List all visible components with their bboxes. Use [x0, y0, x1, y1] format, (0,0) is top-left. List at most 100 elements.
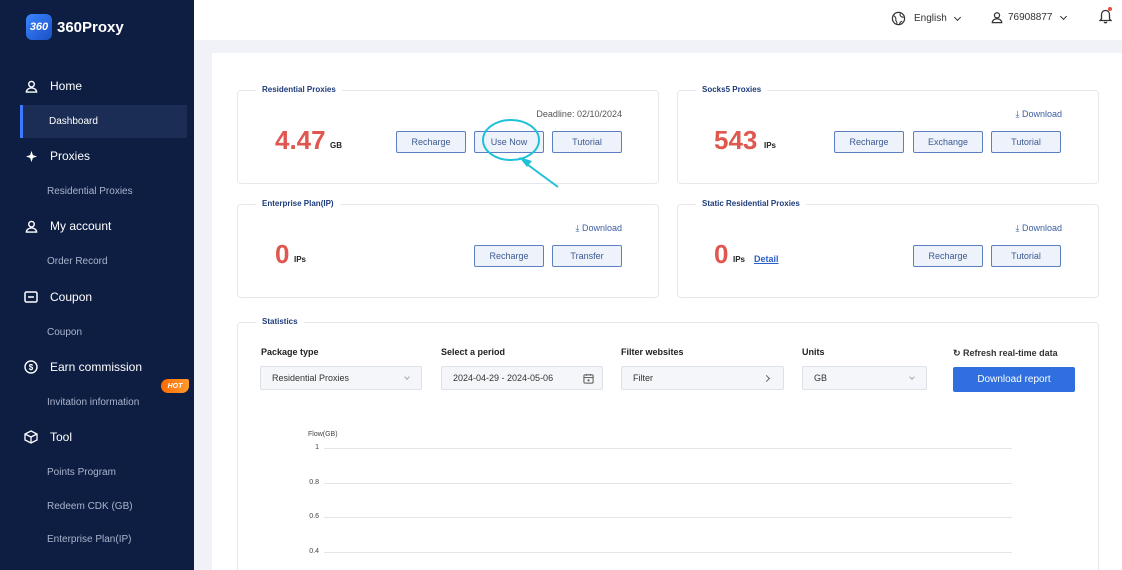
filter-websites-label: Filter websites	[621, 347, 684, 357]
logo[interactable]: 360 360Proxy	[26, 14, 124, 40]
card-title: Static Residential Proxies	[696, 199, 806, 208]
sidebar-item-residential-proxies[interactable]: Residential Proxies	[0, 179, 194, 203]
sidebar-item-points-program[interactable]: Points Program	[0, 460, 194, 484]
period-label: Select a period	[441, 347, 506, 357]
nav-earn-commission[interactable]: $ Earn commission	[0, 355, 194, 379]
user-icon	[24, 79, 38, 93]
card-title: Residential Proxies	[256, 85, 342, 94]
sidebar-item-dashboard[interactable]: Dashboard	[20, 105, 187, 138]
gridline	[324, 482, 1012, 484]
period-picker[interactable]: 2024-04-29 - 2024-05-06	[441, 366, 603, 390]
nav-proxies[interactable]: Proxies	[0, 144, 194, 168]
statistics-card: Statistics	[237, 317, 1099, 570]
y-tick-label: 1	[315, 444, 319, 451]
y-tick-label: 0.8	[309, 478, 319, 486]
nav-coupon-label: Coupon	[50, 290, 93, 304]
sidebar-item-label: Points Program	[47, 466, 116, 478]
exchange-button[interactable]: Exchange	[913, 131, 983, 153]
main-panel: Residential Proxies Deadline: 02/10/2024…	[212, 53, 1122, 570]
sidebar-item-label: Redeem CDK (GB)	[47, 500, 133, 512]
period-value: 2024-04-29 - 2024-05-06	[453, 373, 554, 383]
use-now-button[interactable]: Use Now	[474, 131, 544, 153]
sidebar-item-label: Coupon	[47, 326, 83, 338]
chevron-down-icon	[909, 374, 915, 380]
nav-tool[interactable]: Tool	[0, 425, 194, 449]
residential-unit: GB	[330, 141, 342, 150]
language-label: English	[914, 13, 947, 24]
download-icon: ⤓	[1015, 109, 1022, 119]
download-link[interactable]: ⤓ Download	[575, 223, 622, 234]
sidebar-item-coupon[interactable]: Coupon	[0, 320, 194, 344]
download-label: Download	[1021, 223, 1062, 233]
transfer-button[interactable]: Transfer	[552, 245, 622, 267]
download-label: Download	[581, 223, 622, 233]
refresh-icon: ↻	[953, 348, 964, 358]
static-unit: IPs	[733, 255, 746, 264]
nav-home-label: Home	[50, 79, 83, 93]
user-icon	[24, 219, 38, 233]
download-link[interactable]: ⤓ Download	[1015, 223, 1062, 234]
gridline	[324, 551, 1012, 553]
notification-bell[interactable]	[1099, 7, 1112, 24]
nav-my-account[interactable]: My account	[0, 214, 194, 238]
units-select[interactable]: GB	[802, 366, 927, 390]
package-type-label: Package type	[261, 347, 319, 357]
package-type-value: Residential Proxies	[272, 373, 350, 383]
dollar-icon: $	[24, 360, 38, 374]
chevron-down-icon	[404, 374, 410, 380]
chart-ylabel: Flow(GB)	[308, 431, 338, 438]
download-report-button[interactable]: Download report	[953, 367, 1075, 392]
tutorial-button[interactable]: Tutorial	[991, 245, 1061, 267]
y-tick-label: 0.6	[309, 513, 319, 520]
nav-earn-commission-label: Earn commission	[50, 360, 143, 374]
refresh-realtime[interactable]: ↻ Refresh real-time data	[953, 348, 1058, 359]
sidebar-item-label: Invitation information	[47, 396, 140, 408]
refresh-label: Refresh real-time data	[963, 348, 1058, 358]
recharge-button[interactable]: Recharge	[474, 245, 544, 267]
residential-proxies-card: Residential Proxies Deadline: 02/10/2024…	[237, 85, 659, 184]
socks5-balance: 543	[714, 125, 758, 155]
sidebar-item-enterprise-plan[interactable]: Enterprise Plan(IP)	[0, 527, 194, 551]
y-tick-label: 0.4	[309, 547, 319, 555]
enterprise-unit: IPs	[294, 255, 307, 264]
filter-websites-select[interactable]: Filter	[621, 366, 784, 390]
statistics-title: Statistics	[256, 317, 304, 326]
sidebar-item-order-record[interactable]: Order Record	[0, 249, 194, 273]
sidebar-item-label: Enterprise Plan(IP)	[47, 533, 132, 545]
sidebar: 360 360Proxy Home Dashboard Proxies Resi…	[0, 0, 194, 570]
sidebar-item-redeem-cdk[interactable]: Redeem CDK (GB)	[0, 494, 194, 518]
download-icon: ⤓	[575, 223, 582, 233]
enterprise-plan-card: Enterprise Plan(IP) ⤓ Download 0 IPs Rec…	[237, 199, 659, 298]
top-header: English 76908877	[194, 0, 1122, 40]
sidebar-item-invitation-information[interactable]: Invitation information	[0, 390, 194, 414]
chevron-down-icon	[1059, 12, 1067, 20]
units-label: Units	[802, 347, 825, 357]
bell-icon	[1099, 9, 1112, 24]
globe-icon	[891, 11, 906, 26]
nav-coupon[interactable]: Coupon	[0, 285, 194, 309]
recharge-button[interactable]: Recharge	[834, 131, 904, 153]
residential-balance: 4.47	[275, 125, 326, 155]
svg-text:$: $	[29, 363, 34, 372]
proxy-icon	[24, 149, 38, 163]
static-balance: 0	[714, 239, 729, 269]
recharge-button[interactable]: Recharge	[913, 245, 983, 267]
nav-proxies-label: Proxies	[50, 149, 91, 163]
download-link[interactable]: ⤓ Download	[1015, 109, 1062, 120]
gridline	[324, 517, 1012, 518]
calendar-icon	[583, 373, 594, 384]
user-menu[interactable]: 76908877	[991, 11, 1067, 24]
package-type-select[interactable]: Residential Proxies	[260, 366, 422, 390]
nav-my-account-label: My account	[50, 219, 112, 233]
language-selector[interactable]: English	[891, 11, 961, 26]
tutorial-button[interactable]: Tutorial	[552, 131, 622, 153]
nav-home[interactable]: Home	[0, 74, 194, 98]
tutorial-button[interactable]: Tutorial	[991, 131, 1061, 153]
filter-value: Filter	[633, 373, 653, 383]
download-icon: ⤓	[1015, 223, 1022, 233]
sidebar-item-label: Dashboard	[49, 116, 98, 127]
gridline	[324, 448, 1012, 449]
username: 76908877	[1008, 12, 1053, 23]
recharge-button[interactable]: Recharge	[396, 131, 466, 153]
detail-link[interactable]: Detail	[754, 254, 779, 264]
